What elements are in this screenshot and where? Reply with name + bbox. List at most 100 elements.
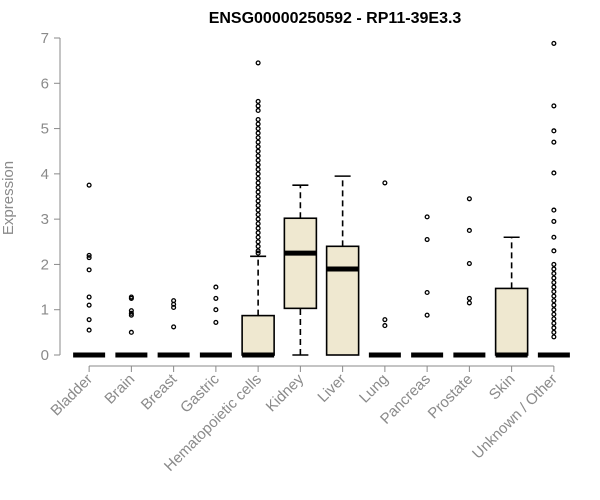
box-group [453, 196, 486, 358]
outlier-point [255, 98, 261, 104]
outlier-point [255, 139, 261, 145]
outlier-point [466, 260, 472, 267]
outlier-point [255, 234, 261, 240]
box-body [241, 314, 275, 356]
box-group [411, 214, 444, 358]
y-tick-label: 6 [41, 75, 49, 92]
outlier-point [382, 323, 388, 329]
outlier-point [255, 216, 261, 222]
box-group [368, 180, 401, 358]
outlier-point [255, 243, 261, 249]
outlier-point [551, 261, 557, 267]
outlier-point [255, 121, 261, 127]
x-tick-label: Lung [356, 371, 392, 407]
outlier-point [255, 107, 261, 114]
outlier-point [551, 284, 557, 290]
box-group [157, 298, 190, 358]
x-tick-label: Breast [138, 370, 181, 413]
outlier-point [86, 252, 92, 258]
box-group [283, 184, 318, 356]
box-group [115, 294, 148, 358]
outlier-point [466, 295, 472, 301]
outlier-point [86, 317, 92, 323]
outlier-point [86, 327, 92, 333]
outlier-point [551, 334, 557, 340]
outlier-point [424, 289, 430, 296]
outlier-point [551, 279, 557, 286]
outlier-point [551, 311, 557, 317]
outlier-point [255, 144, 261, 150]
outlier-point [255, 189, 261, 195]
outlier-point [551, 40, 557, 46]
box-body [325, 245, 360, 356]
outlier-point [551, 302, 557, 308]
outlier-point [551, 316, 557, 322]
outlier-point [382, 180, 388, 186]
outlier-point [551, 289, 557, 295]
outlier-point [255, 60, 261, 66]
outlier-point [551, 248, 557, 254]
outlier-point [255, 207, 261, 213]
outlier-point [551, 329, 557, 335]
y-tick-label: 4 [41, 166, 49, 183]
outlier-point [255, 116, 261, 123]
outlier-point [551, 207, 557, 213]
outlier-point [213, 295, 219, 301]
outlier-point [213, 284, 219, 290]
outlier-point [466, 227, 472, 234]
outlier-point [86, 255, 92, 261]
box-group [73, 182, 106, 358]
outlier-point [128, 295, 134, 301]
outlier-point [424, 236, 430, 243]
outlier-point [551, 307, 557, 313]
outlier-point [255, 239, 261, 245]
outlier-point [255, 250, 261, 256]
outlier-point [255, 248, 261, 254]
y-tick-label: 0 [41, 347, 49, 364]
outlier-point [128, 308, 134, 314]
outlier-point [255, 225, 261, 231]
boxes-layer [73, 40, 570, 358]
outlier-point [255, 198, 261, 204]
box-group [494, 236, 529, 358]
x-tick-label: Prostate [425, 371, 477, 423]
outlier-point [551, 270, 557, 277]
outlier-point [255, 180, 261, 186]
outlier-point [255, 126, 261, 132]
y-tick-label: 5 [41, 121, 49, 138]
outlier-point [382, 317, 388, 323]
outlier-point [424, 214, 430, 220]
outlier-point [255, 193, 261, 200]
outlier-point [86, 182, 92, 188]
y-tick-label: 2 [41, 256, 49, 273]
outlier-point [255, 221, 261, 227]
outlier-point [255, 184, 261, 190]
outlier-point [466, 196, 472, 202]
y-tick-label: 1 [41, 302, 49, 319]
outlier-point [86, 267, 92, 273]
box-body [283, 217, 318, 310]
outlier-point [255, 230, 261, 236]
outlier-point [255, 148, 261, 154]
x-tick-label: Brain [101, 371, 138, 408]
outlier-point [255, 212, 261, 218]
outlier-point [551, 325, 557, 331]
outlier-point [551, 128, 557, 134]
outlier-point [551, 170, 557, 176]
x-tick-label: Liver [314, 371, 349, 406]
y-tick-label: 3 [41, 211, 49, 228]
outlier-point [86, 294, 92, 300]
y-axis: 0 1 2 3 4 5 6 7 [41, 30, 61, 364]
chart-title: ENSG00000250592 - RP11-39E3.3 [209, 10, 462, 27]
outlier-point [255, 135, 261, 141]
x-tick-label: Bladder [47, 371, 96, 420]
outlier-point [213, 319, 219, 325]
box-group [537, 40, 570, 358]
outlier-point [213, 307, 219, 313]
outlier-point [424, 312, 430, 318]
outlier-point [551, 234, 557, 240]
outlier-point [255, 166, 261, 172]
outlier-point [86, 302, 92, 308]
outlier-point [551, 275, 557, 281]
